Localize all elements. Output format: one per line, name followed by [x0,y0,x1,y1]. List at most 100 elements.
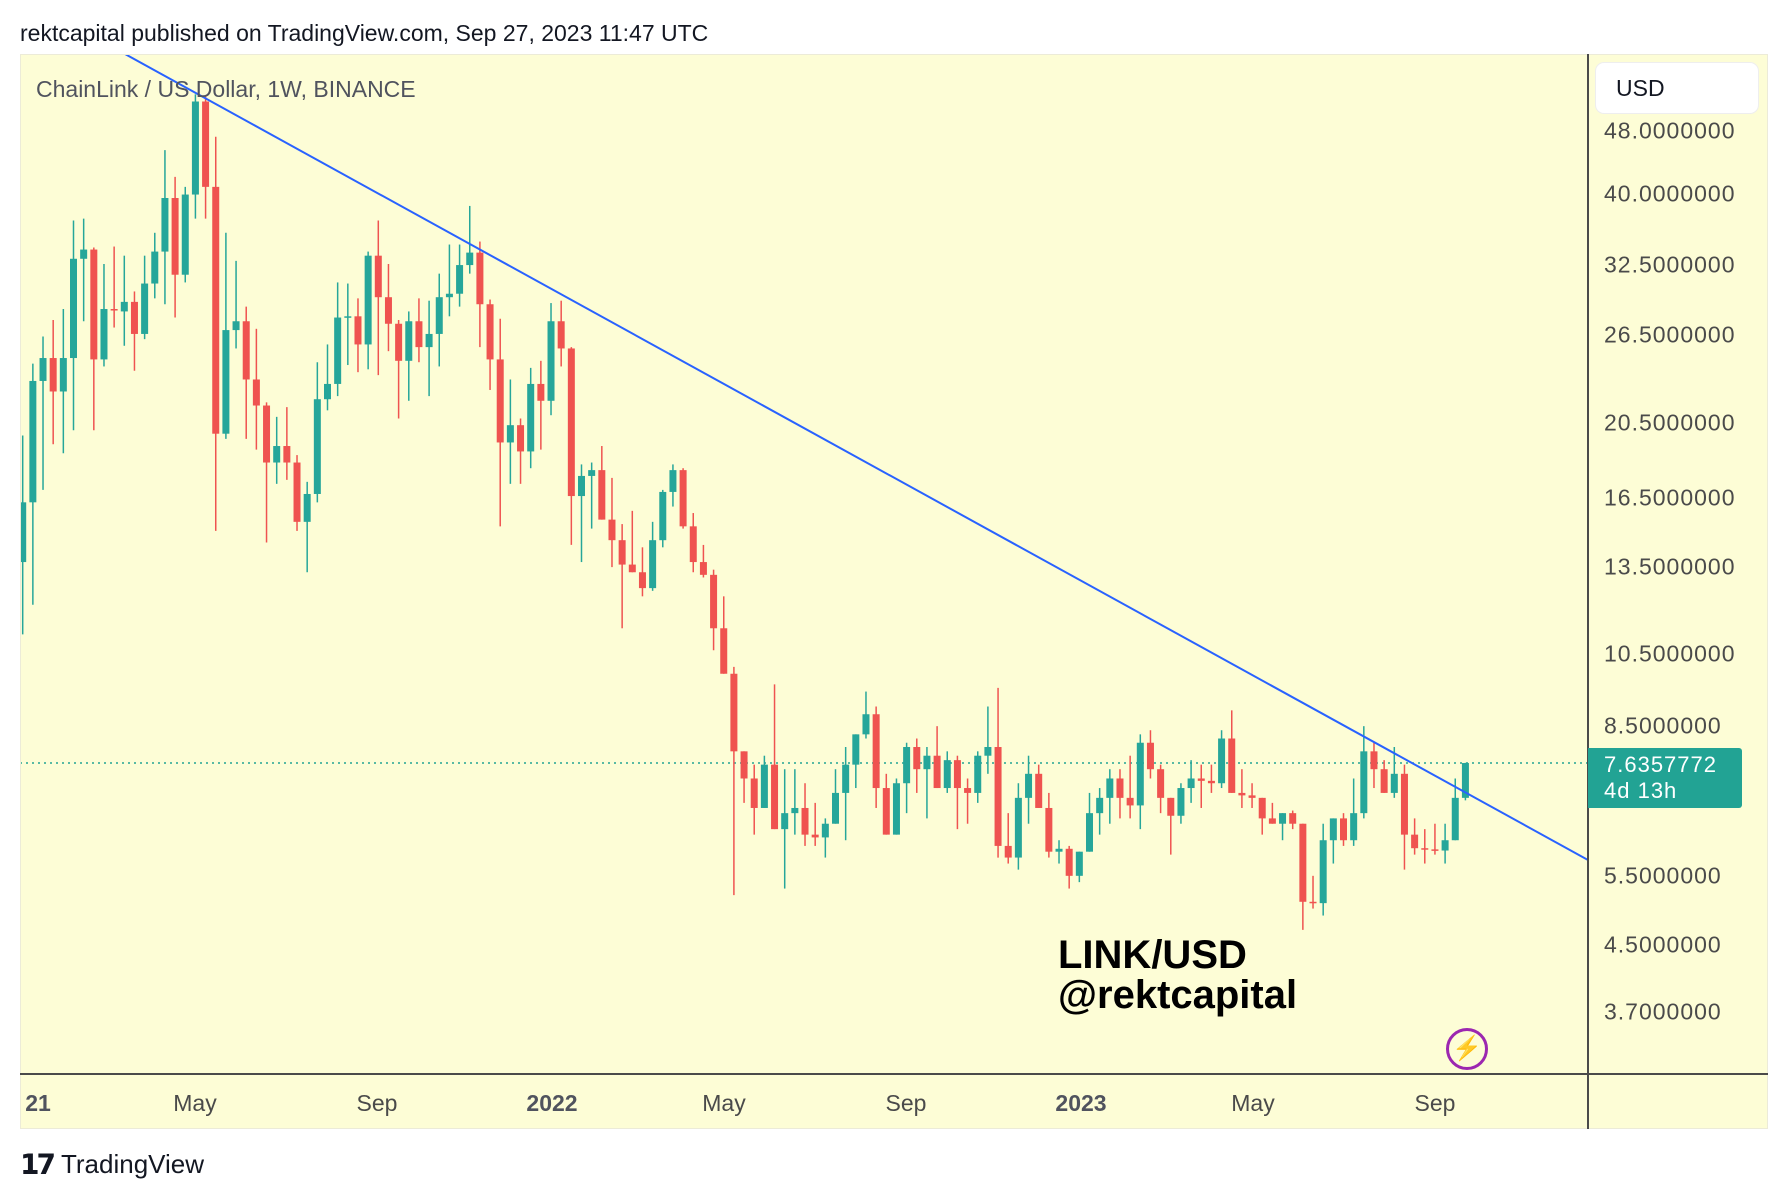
candle-body [110,309,118,311]
candle [506,379,514,484]
candle [811,802,819,846]
chart-panel[interactable] [20,54,1768,1129]
candle-body [1106,778,1114,798]
candle [1329,818,1337,864]
candle-body [1268,818,1276,824]
candle-body [903,747,911,784]
bar-countdown: 4d 13h [1604,778,1678,803]
candle-body [750,778,758,808]
brand-name: TradingView [60,1149,205,1179]
candle-body [1380,769,1388,793]
candle [21,435,27,635]
candle [1258,797,1266,835]
candle [699,544,707,578]
candle [567,347,575,545]
time-tick-label: 2022 [526,1090,578,1116]
candle [1146,730,1154,779]
candle-body [781,813,789,830]
candle-body [1086,813,1093,852]
candle-body [374,255,382,298]
candle-body [435,297,443,334]
candle [1279,813,1287,841]
candle [476,241,484,348]
candle [39,336,47,490]
candle-body [303,493,311,522]
candle [344,283,352,366]
candle-body [1431,849,1439,851]
candle-body [537,383,545,401]
candle [232,260,240,349]
candle-body [1299,823,1307,902]
candle-body [21,502,27,563]
candle-body [202,101,210,187]
time-tick-label: Sep [356,1090,398,1116]
candle [252,328,260,450]
candle-body [1279,813,1287,824]
candle [771,684,779,830]
candle [832,769,839,824]
candle [1167,797,1175,855]
candle-body [842,764,850,793]
candle [1035,764,1043,808]
candle-body [923,755,931,770]
lightning-bolt-icon[interactable]: ⚡ [1446,1028,1488,1070]
candle [679,468,687,529]
candle-body [181,194,189,275]
candle [1116,769,1124,819]
candle-body [1319,840,1327,904]
candle-body [1065,848,1073,876]
candle [760,755,768,808]
price-tick-label: 13.5000000 [1604,553,1736,580]
candle [964,778,972,824]
candle [608,477,616,568]
candle [984,706,992,774]
candle-body [1177,788,1185,816]
time-tick-label: May [702,1090,746,1116]
candle-body [801,807,809,835]
price-tick-label: 20.5000000 [1604,409,1736,436]
candle-body [171,198,179,275]
candle [405,311,413,401]
candle [882,773,890,835]
candle [110,246,118,328]
candle-body [212,186,220,434]
candle [141,255,149,340]
candle-body [445,293,453,298]
candle-body [1025,773,1033,798]
candle [618,524,626,629]
candle-body [1197,778,1205,781]
candle [821,818,829,858]
candle-body [39,358,47,381]
candle [435,273,443,367]
candle [181,186,189,283]
candle [1451,778,1459,841]
price-tick-label: 26.5000000 [1604,321,1736,348]
chart-watermark: LINK/USD @rektcapital [1058,935,1297,1015]
candle-body [720,628,728,674]
candle-body [1329,818,1337,841]
currency-selector[interactable]: USD [1596,63,1758,113]
candle [90,247,98,431]
candle [953,755,961,830]
candle [70,220,77,431]
candle-body [334,317,342,384]
candle [486,299,494,390]
candle-body [1136,742,1144,806]
candle [374,220,382,376]
candle-body [1370,751,1378,770]
candle-body [1258,797,1266,819]
candle-body [273,446,281,463]
candle [750,764,758,835]
candle-body [496,359,504,443]
candle-body [1390,773,1398,793]
symbol-title[interactable]: ChainLink / US Dollar, 1W, BINANCE [36,76,416,102]
candle [384,264,392,352]
candle-body [1228,738,1236,793]
candle [1218,730,1226,789]
candle-body [1411,834,1419,849]
candle-body [344,316,352,318]
candle [100,264,108,367]
candle [1380,760,1388,793]
candle-body [1146,742,1154,770]
